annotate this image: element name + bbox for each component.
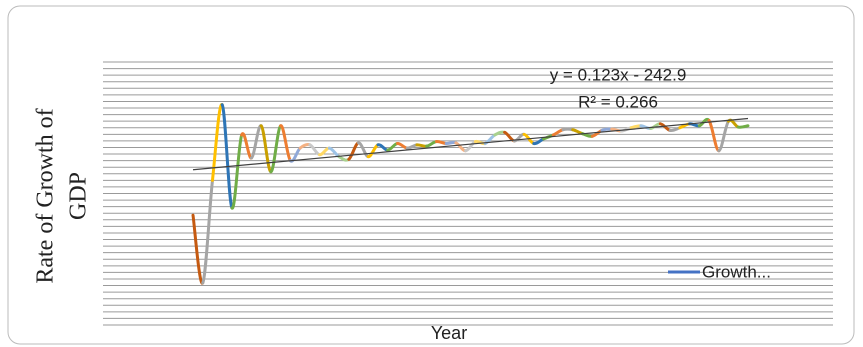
line-segment <box>201 178 214 285</box>
trendline-equation: y = 0.123x - 242.9 <box>550 65 687 84</box>
line-segment <box>220 103 234 210</box>
chart-frame <box>7 5 855 345</box>
y-axis-label: Rate of Growth of <box>33 108 59 283</box>
legend-label: Growth... <box>702 262 771 281</box>
line-segment <box>717 119 731 153</box>
line-segment <box>269 124 283 174</box>
line-segment <box>279 124 292 163</box>
line-segment <box>736 124 750 129</box>
y-axis-label: GDP <box>66 172 92 220</box>
trendline-r-squared: R² = 0.266 <box>578 92 658 111</box>
x-axis-label: Year <box>431 323 467 343</box>
trendline <box>192 117 749 171</box>
line-segment <box>230 133 244 210</box>
